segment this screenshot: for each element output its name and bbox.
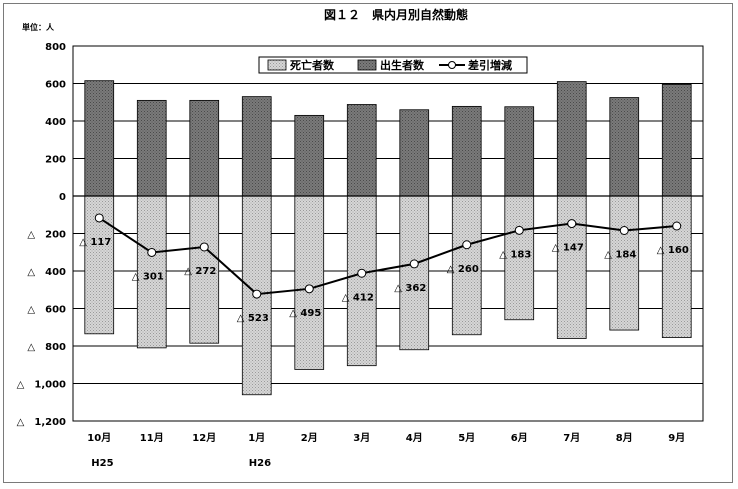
data-label: △ 147 — [552, 243, 584, 254]
bars — [84, 80, 692, 396]
net-change-point — [147, 247, 157, 257]
bar-deaths — [609, 195, 640, 331]
x-tick-label: 10月 — [87, 432, 111, 444]
net-change-point — [409, 259, 419, 269]
legend-swatch-net-marker — [448, 61, 456, 69]
gridlines — [73, 45, 703, 422]
y-tick-label: △ 1,000 — [17, 380, 66, 391]
bar-births — [609, 97, 640, 197]
legend-swatch-deaths — [267, 59, 287, 71]
bar-births — [504, 106, 535, 197]
x-tick-label: 9月 — [668, 432, 685, 444]
y-tick-label: 800 — [45, 42, 66, 53]
x-tick-label: 11月 — [140, 432, 164, 444]
y-tick-label: 600 — [45, 80, 66, 91]
bar-births — [556, 81, 587, 197]
x-axis-ticks: 10月 11月 12月 1月 2月 3月 4月 5月 6月 7月 8月 9月 H25 H26 — [87, 432, 685, 469]
x-tick-label: 6月 — [511, 432, 528, 444]
net-change-polyline — [98, 217, 677, 296]
legend-label-net: 差引増減 — [468, 58, 512, 72]
bar-deaths — [189, 195, 220, 344]
net-change-point — [199, 242, 209, 252]
y-tick-label: 0 — [59, 192, 66, 203]
data-label: △ 184 — [604, 250, 636, 261]
y-tick-label: 400 — [45, 117, 66, 128]
bar-deaths — [294, 195, 325, 370]
data-label: △ 412 — [342, 292, 374, 303]
net-change-point — [94, 213, 104, 223]
year-label: H25 — [91, 458, 113, 469]
x-tick-label: 7月 — [563, 432, 580, 444]
data-label: △ 183 — [499, 249, 531, 260]
bar-deaths — [661, 195, 692, 338]
legend: 死亡者数 出生者数 差引増減 — [258, 56, 528, 74]
y-tick-label: △ 400 — [27, 267, 66, 278]
year-label: H26 — [249, 458, 271, 469]
net-change-point — [304, 284, 314, 294]
bar-births — [451, 105, 482, 197]
x-tick-label: 8月 — [616, 432, 633, 444]
x-tick-label: 5月 — [458, 432, 475, 444]
net-change-point — [619, 226, 629, 235]
legend-box — [258, 56, 528, 74]
net-change-point — [567, 219, 577, 229]
chart-title: 図１２ 県内月別自然動態 — [324, 7, 468, 22]
x-tick-label: 3月 — [353, 432, 370, 444]
unit-label: 単位：人 — [22, 22, 55, 32]
data-label: △ 362 — [394, 283, 426, 294]
data-label: △ 260 — [447, 264, 479, 275]
net-change-point — [462, 240, 472, 250]
net-change-point — [514, 225, 524, 235]
x-tick-label: 2月 — [301, 432, 318, 444]
data-label: △ 301 — [132, 271, 164, 282]
y-tick-label: △ 600 — [27, 305, 66, 316]
bar-deaths — [556, 195, 587, 339]
net-change-point — [252, 289, 262, 299]
bar-births — [84, 80, 115, 197]
legend-label-births: 出生者数 — [380, 58, 425, 72]
bar-births — [189, 99, 220, 197]
net-change-point — [672, 221, 682, 231]
bar-deaths — [399, 195, 430, 351]
x-tick-label: 1月 — [248, 432, 265, 444]
net-change-point — [357, 268, 367, 278]
axes — [72, 45, 704, 422]
data-label: △ 160 — [657, 245, 689, 256]
bar-births — [136, 99, 167, 197]
data-label: △ 117 — [79, 237, 111, 248]
net-change-line — [94, 213, 682, 299]
legend-label-deaths: 死亡者数 — [290, 58, 335, 72]
y-tick-label: △ 800 — [27, 342, 66, 353]
legend-swatch-births — [357, 59, 377, 71]
data-label: △ 272 — [184, 266, 216, 277]
y-tick-label: 200 — [45, 155, 66, 166]
data-label: △ 495 — [289, 308, 321, 319]
bar-births — [399, 109, 430, 197]
plot-area-border — [72, 45, 704, 422]
bar-deaths — [346, 195, 377, 367]
bar-births — [241, 96, 272, 197]
bar-births — [294, 114, 325, 197]
x-tick-label: 12月 — [192, 432, 216, 444]
x-tick-label: 4月 — [406, 432, 423, 444]
bar-deaths — [136, 195, 167, 349]
chart-frame — [3, 3, 733, 483]
y-axis-ticks: 800 600 400 200 0 △ 200 △ 400 △ 600 △ 800 △ 1,000… — [17, 42, 66, 428]
y-tick-label: △ 200 — [27, 230, 66, 241]
data-label: △ 523 — [237, 313, 269, 324]
y-tick-label: △ 1,200 — [17, 417, 66, 428]
bar-births — [661, 84, 692, 197]
bar-births — [346, 104, 377, 197]
data-labels: △ 117 △ 301 △ 272 △ 523 △ 495 △ 412 △ 362 △ 260… — [79, 237, 689, 324]
